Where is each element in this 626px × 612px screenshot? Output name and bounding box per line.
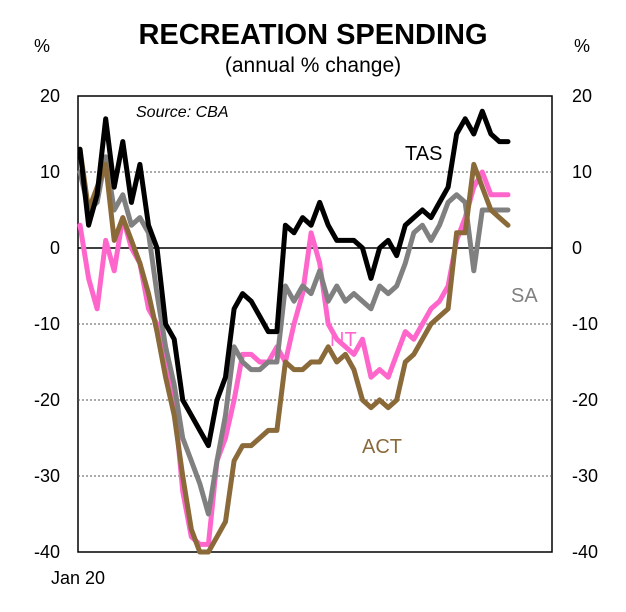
series-line-act [77, 146, 511, 555]
left-y-tick-label: -40 [34, 542, 60, 562]
chart-subtitle: (annual % change) [225, 54, 401, 77]
right-y-tick-label: -30 [572, 466, 598, 486]
right-y-tick-label: 20 [572, 86, 592, 106]
left-axis-unit: % [34, 36, 50, 56]
series-label-tas: TAS [405, 143, 442, 165]
right-y-tick-label: 10 [572, 162, 592, 182]
right-y-tick-label: -40 [572, 542, 598, 562]
series-line-sa [77, 154, 511, 517]
right-y-tick-label: -10 [572, 314, 598, 334]
series-lines [77, 108, 511, 555]
left-y-tick-label: -10 [34, 314, 60, 334]
x-axis-start-label: Jan 20 [51, 568, 105, 588]
source-note: Source: CBA [136, 104, 228, 121]
right-y-tick-label: -20 [572, 390, 598, 410]
right-axis-unit: % [574, 36, 590, 56]
left-y-tick-label: 20 [40, 86, 60, 106]
series-label-sa: SA [511, 285, 538, 307]
left-y-tick-label: 10 [40, 162, 60, 182]
left-y-tick-label: -20 [34, 390, 60, 410]
right-y-tick-label: 0 [572, 238, 582, 258]
series-label-act: ACT [362, 436, 402, 458]
chart-title: RECREATION SPENDING [138, 19, 487, 51]
left-y-tick-label: -30 [34, 466, 60, 486]
series-line-tas [77, 108, 511, 449]
tick-labels: 20 20 10 10 0 0 -10 -10 -20 -20 -30 -30 -40 -40 [34, 86, 598, 562]
left-y-tick-label: 0 [50, 238, 60, 258]
series-label-nt: NT [330, 329, 357, 351]
